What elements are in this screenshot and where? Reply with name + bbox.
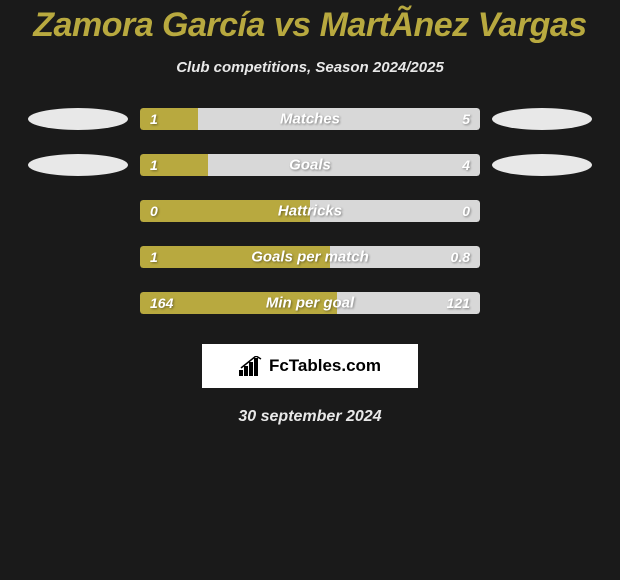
stat-label: Goals per match <box>251 249 369 266</box>
stat-bar: 0 0 Hattricks <box>140 200 480 222</box>
stat-value-right: 5 <box>462 111 470 127</box>
stat-value-left: 164 <box>150 295 173 311</box>
date-text: 30 september 2024 <box>238 408 381 426</box>
subtitle: Club competitions, Season 2024/2025 <box>176 59 444 76</box>
stat-label: Hattricks <box>278 203 342 220</box>
stat-value-left: 1 <box>150 249 158 265</box>
stat-bar: 1 0.8 Goals per match <box>140 246 480 268</box>
bar-right-fill <box>208 154 480 176</box>
stat-row: 1 4 Goals <box>0 154 620 176</box>
team-badge-right <box>492 154 592 176</box>
bar-left-fill <box>140 108 198 130</box>
stat-value-left: 1 <box>150 111 158 127</box>
stat-value-left: 0 <box>150 203 158 219</box>
stat-row: 164 121 Min per goal <box>0 292 620 314</box>
stat-label: Matches <box>280 111 340 128</box>
team-badge-right <box>492 108 592 130</box>
stats-list: 1 5 Matches 1 4 Goals 0 0 Hattricks 1 0.8 Goals per… <box>0 108 620 314</box>
team-badge-left <box>28 154 128 176</box>
stat-label: Goals <box>289 157 331 174</box>
stat-value-right: 0.8 <box>451 249 470 265</box>
stat-label: Min per goal <box>266 295 354 312</box>
stat-value-right: 4 <box>462 157 470 173</box>
stat-row: 0 0 Hattricks <box>0 200 620 222</box>
stat-value-left: 1 <box>150 157 158 173</box>
page-title: Zamora García vs MartÃ­nez Vargas <box>33 6 586 45</box>
stat-bar: 1 4 Goals <box>140 154 480 176</box>
stat-bar: 164 121 Min per goal <box>140 292 480 314</box>
stat-value-right: 121 <box>447 295 470 311</box>
brand-box[interactable]: FcTables.com <box>202 344 418 388</box>
stat-value-right: 0 <box>462 203 470 219</box>
brand-text: FcTables.com <box>269 356 381 376</box>
stat-bar: 1 5 Matches <box>140 108 480 130</box>
chart-icon <box>239 356 263 376</box>
stat-row: 1 5 Matches <box>0 108 620 130</box>
stat-row: 1 0.8 Goals per match <box>0 246 620 268</box>
team-badge-left <box>28 108 128 130</box>
